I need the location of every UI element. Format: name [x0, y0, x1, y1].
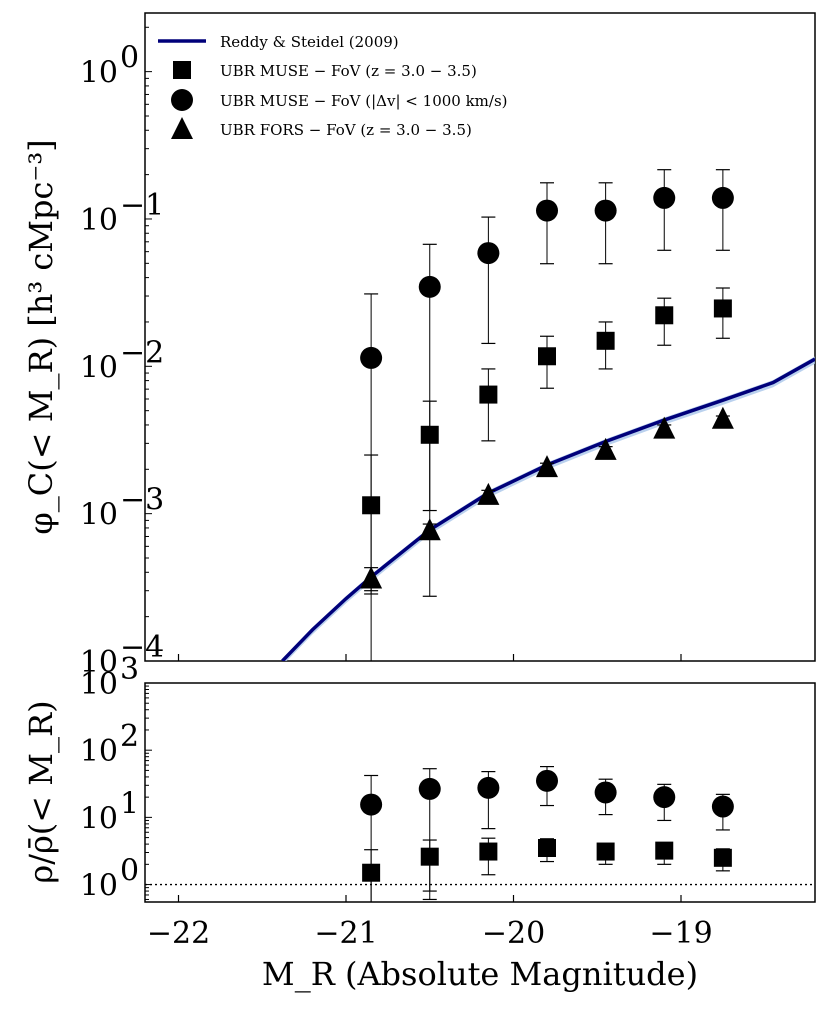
circle-marker	[594, 781, 617, 804]
bottom-data-points	[360, 765, 734, 902]
square-marker	[713, 848, 732, 867]
circle-marker	[477, 776, 500, 799]
bot-y-tick-label: 10	[80, 734, 118, 769]
top-y-tick-exponent: −2	[120, 335, 164, 370]
top-y-tick-label: 10	[80, 56, 118, 91]
top-y-tick-exponent: −1	[120, 188, 164, 223]
bot-y-tick-exponent: 1	[120, 786, 139, 821]
bot-y-tick-exponent: 0	[120, 854, 139, 889]
legend-label-muse-z: UBR MUSE − FoV (z = 3.0 − 3.5)	[220, 62, 477, 80]
top-y-tick-label: 10	[80, 645, 118, 680]
x-tick-label: −19	[649, 916, 712, 951]
square-marker	[596, 331, 615, 350]
bot-y-tick-exponent: 3	[120, 652, 139, 687]
square-marker	[596, 842, 615, 861]
circle-marker	[653, 186, 676, 209]
circle-marker	[536, 199, 558, 222]
x-tick-label: −22	[147, 916, 210, 951]
top-x-ticks	[177, 654, 682, 661]
top-y-tick-exponent: 0	[120, 41, 139, 76]
bottom-x-ticks: −22 −21 −20 −19	[147, 895, 713, 951]
legend-label-muse-dv: UBR MUSE − FoV (|Δv| < 1000 km/s)	[220, 92, 508, 110]
bot-y-tick-exponent: 2	[120, 719, 139, 754]
bot-y-tick-label: 10	[80, 869, 118, 904]
legend-square-marker	[173, 61, 191, 79]
square-marker	[713, 299, 732, 318]
top-plot-frame	[144, 12, 816, 662]
top-y-axis-label: φ_C(< M_R) [h³ cMpc⁻³]	[22, 139, 60, 534]
square-marker	[655, 306, 674, 325]
circle-marker	[711, 186, 734, 209]
x-axis-label: M_R (Absolute Magnitude)	[262, 955, 698, 993]
top-y-tick-label: 10	[80, 350, 118, 385]
bot-y-tick-label: 10	[80, 667, 118, 702]
reddy-steidel-curve-group	[281, 357, 815, 661]
circle-marker	[418, 777, 441, 800]
square-marker	[538, 839, 556, 858]
legend-label-fors: UBR FORS − FoV (z = 3.0 − 3.5)	[220, 121, 472, 139]
top-y-tick-exponent: −4	[120, 630, 164, 665]
top-data-points	[360, 169, 734, 661]
circle-marker	[711, 795, 734, 818]
legend-triangle-marker	[171, 117, 193, 139]
square-marker	[655, 841, 674, 860]
circle-marker	[653, 786, 676, 809]
top-y-tick-label: 10	[80, 498, 118, 533]
circle-marker	[360, 793, 383, 816]
bottom-plot-frame	[144, 682, 816, 903]
bot-y-tick-label: 10	[80, 801, 118, 836]
circle-marker	[360, 346, 383, 369]
bottom-y-axis-label: ρ/ρ̄(< M_R)	[22, 700, 60, 883]
triangle-marker	[360, 566, 383, 589]
reddy-steidel-curve	[281, 357, 815, 661]
triangle-marker	[477, 482, 500, 505]
square-marker	[479, 385, 498, 404]
square-marker	[479, 842, 498, 861]
circle-marker	[594, 199, 617, 222]
circle-marker	[477, 242, 500, 265]
triangle-marker	[653, 416, 676, 439]
x-tick-label: −21	[314, 916, 377, 951]
legend: Reddy & Steidel (2009) UBR MUSE − FoV (z…	[158, 33, 508, 139]
top-y-tick-exponent: −3	[120, 483, 164, 518]
x-tick-label: −20	[482, 916, 545, 951]
legend-circle-marker	[171, 89, 193, 111]
circle-marker	[418, 275, 441, 298]
legend-label-reddy: Reddy & Steidel (2009)	[220, 33, 399, 51]
triangle-marker	[594, 437, 617, 460]
triangle-marker	[711, 406, 734, 429]
top-y-tick-label: 10	[80, 203, 118, 238]
triangle-marker	[418, 518, 441, 541]
triangle-marker	[536, 455, 558, 478]
circle-marker	[536, 769, 558, 792]
square-marker	[538, 347, 556, 366]
